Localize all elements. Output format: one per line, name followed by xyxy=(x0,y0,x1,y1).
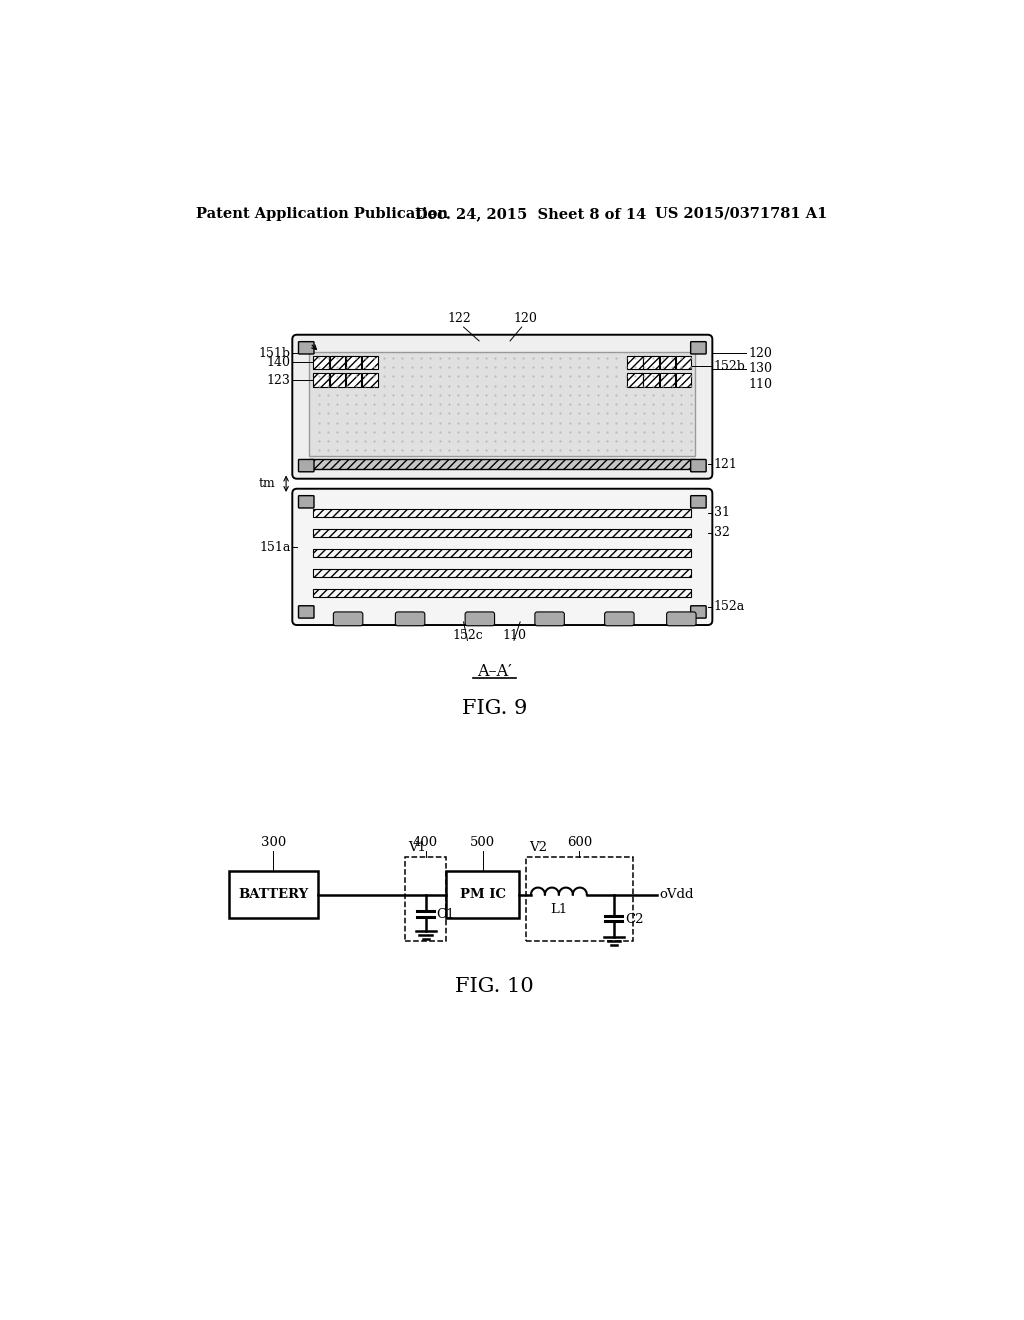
Text: 600: 600 xyxy=(567,836,592,849)
Text: PM IC: PM IC xyxy=(460,888,506,902)
Text: tm: tm xyxy=(258,478,275,490)
Text: oVdd: oVdd xyxy=(658,888,693,902)
FancyBboxPatch shape xyxy=(299,606,314,618)
FancyBboxPatch shape xyxy=(604,612,634,626)
Text: 31: 31 xyxy=(714,506,730,519)
Bar xyxy=(406,857,445,941)
Text: Dec. 24, 2015  Sheet 8 of 14: Dec. 24, 2015 Sheet 8 of 14 xyxy=(415,207,646,220)
Text: 120: 120 xyxy=(748,347,772,360)
FancyBboxPatch shape xyxy=(535,612,564,626)
Text: Patent Application Publication: Patent Application Publication xyxy=(197,207,449,220)
Text: V2: V2 xyxy=(528,841,547,854)
Bar xyxy=(228,871,317,919)
Bar xyxy=(362,355,378,370)
FancyBboxPatch shape xyxy=(299,459,314,471)
Text: 140: 140 xyxy=(266,356,291,370)
FancyBboxPatch shape xyxy=(667,612,696,626)
Bar xyxy=(313,508,691,517)
FancyBboxPatch shape xyxy=(690,496,707,508)
Text: C2: C2 xyxy=(625,912,643,925)
Text: 110: 110 xyxy=(748,378,772,391)
Text: 122: 122 xyxy=(447,313,472,326)
Text: 130: 130 xyxy=(748,362,772,375)
FancyBboxPatch shape xyxy=(465,612,495,626)
Bar xyxy=(346,355,361,370)
FancyBboxPatch shape xyxy=(690,342,707,354)
Bar xyxy=(313,549,691,557)
Text: 32: 32 xyxy=(714,527,730,539)
Text: 300: 300 xyxy=(261,836,286,849)
Bar xyxy=(445,871,519,919)
Text: FIG. 10: FIG. 10 xyxy=(456,977,534,995)
FancyBboxPatch shape xyxy=(299,342,314,354)
Bar xyxy=(627,355,643,370)
Bar xyxy=(659,355,675,370)
Text: 152b: 152b xyxy=(714,360,745,372)
Bar xyxy=(330,374,345,387)
Text: 120: 120 xyxy=(514,313,538,326)
Text: 151a: 151a xyxy=(259,541,291,554)
Text: L1: L1 xyxy=(550,903,567,916)
Text: 500: 500 xyxy=(470,836,496,849)
Bar xyxy=(313,589,691,598)
Bar xyxy=(313,569,691,577)
Bar xyxy=(676,374,691,387)
Bar xyxy=(525,857,633,941)
Bar xyxy=(627,374,643,387)
Bar xyxy=(330,355,345,370)
Text: 121: 121 xyxy=(714,458,737,471)
FancyBboxPatch shape xyxy=(299,496,314,508)
FancyBboxPatch shape xyxy=(292,335,713,479)
Bar xyxy=(362,374,378,387)
Text: 152c: 152c xyxy=(452,628,483,642)
Text: BATTERY: BATTERY xyxy=(239,888,308,902)
FancyBboxPatch shape xyxy=(292,488,713,626)
Bar xyxy=(659,374,675,387)
Text: V1: V1 xyxy=(409,841,427,854)
Text: 110: 110 xyxy=(502,628,526,642)
Bar xyxy=(313,374,329,387)
Text: A–A′: A–A′ xyxy=(477,663,512,680)
Bar xyxy=(346,374,361,387)
FancyBboxPatch shape xyxy=(395,612,425,626)
Text: FIG. 9: FIG. 9 xyxy=(462,698,527,718)
Bar xyxy=(643,374,658,387)
Text: C1: C1 xyxy=(436,908,455,921)
Bar xyxy=(676,355,691,370)
FancyBboxPatch shape xyxy=(690,606,707,618)
Text: US 2015/0371781 A1: US 2015/0371781 A1 xyxy=(655,207,827,220)
Bar xyxy=(309,459,695,470)
Text: 152a: 152a xyxy=(714,601,745,612)
Bar xyxy=(643,355,658,370)
FancyBboxPatch shape xyxy=(690,459,707,471)
Text: 151b: 151b xyxy=(259,347,291,360)
Bar xyxy=(313,355,329,370)
FancyBboxPatch shape xyxy=(334,612,362,626)
Text: 123: 123 xyxy=(267,374,291,387)
Bar xyxy=(313,529,691,537)
Bar xyxy=(309,351,695,455)
Text: 400: 400 xyxy=(413,836,438,849)
Bar xyxy=(309,459,695,470)
